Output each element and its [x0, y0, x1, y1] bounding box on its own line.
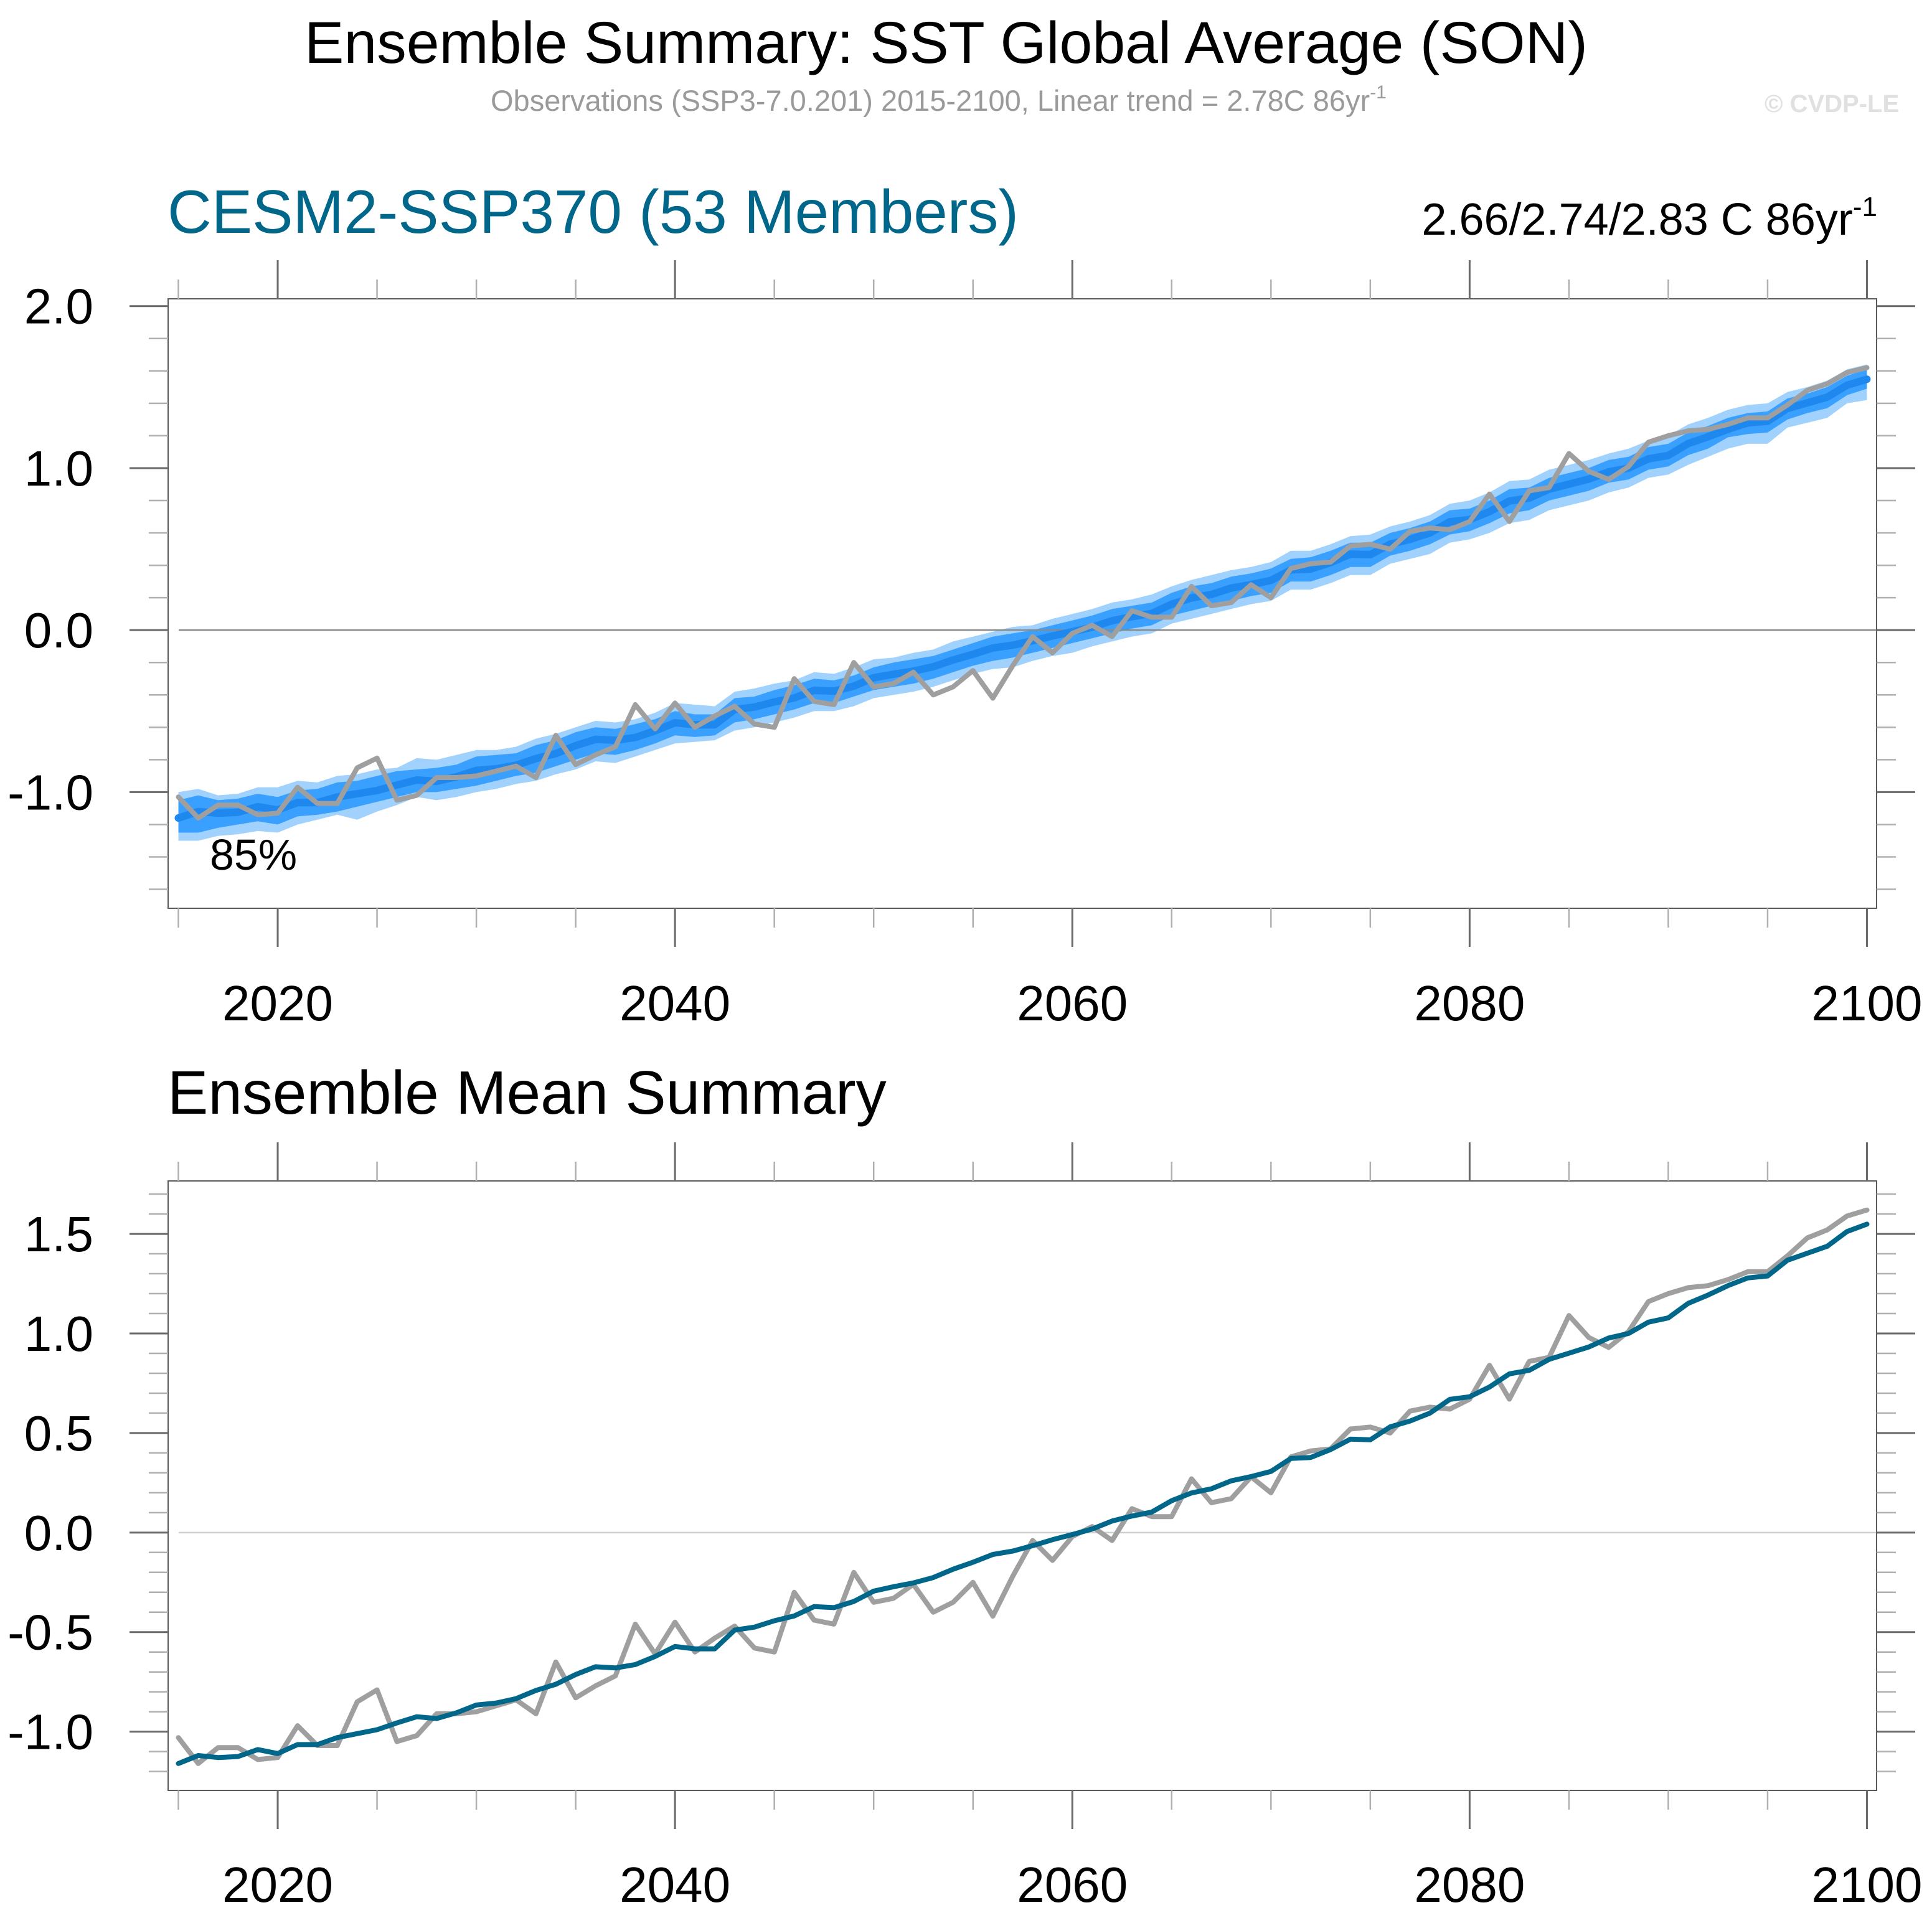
x-tick-label: 2080 — [1414, 1857, 1525, 1912]
axes: 2020 2040 2060 2080 2100 -1.0 -0.5 0.0 0.5 1.0 1.5 — [7, 1142, 1922, 1912]
x-tick-label: 2100 — [1812, 976, 1923, 1031]
y-tick-label: 1.0 — [24, 1306, 93, 1361]
figure-subtitle: Observations (SSP3-7.0.201) 2015-2100, L… — [491, 82, 1387, 117]
ensemble-mean-line — [176, 1221, 1870, 1766]
plot-series-group — [174, 364, 1877, 841]
y-tick-label: -0.5 — [7, 1605, 93, 1660]
x-tick-label: 2040 — [620, 1857, 730, 1912]
trend-label-superscript: -1 — [1853, 192, 1877, 222]
x-tick-label: 2020 — [222, 976, 333, 1031]
y-tick-label: -1.0 — [7, 764, 93, 820]
axes: 2020 2040 2060 2080 2100 -1.0 0.0 1.0 2.0 — [7, 260, 1922, 1031]
plot-frame — [167, 298, 1877, 909]
y-tick-label: 0.0 — [24, 1505, 93, 1561]
y-tick-label: 2.0 — [24, 279, 93, 334]
panel-ensemble-summary: CESM2-SSP370 (53 Members) 2.66/2.74/2.83… — [7, 177, 1922, 1031]
observations-line — [176, 365, 1870, 820]
panel-title: Ensemble Mean Summary — [167, 1058, 887, 1127]
y-tick-label: 0.5 — [24, 1406, 93, 1461]
outer-range-band — [178, 364, 1867, 841]
x-tick-label: 2020 — [222, 1857, 333, 1912]
figure-title: Ensemble Summary: SST Global Average (SO… — [304, 10, 1588, 76]
plot-series-group — [176, 1207, 1877, 1766]
figure-subtitle-superscript: -1 — [1370, 82, 1387, 103]
x-tick-label: 2060 — [1017, 1857, 1128, 1912]
x-tick-label: 2060 — [1017, 976, 1128, 1031]
figure-subtitle-main: Observations (SSP3-7.0.201) 2015-2100, L… — [491, 84, 1370, 117]
y-tick-label: 1.0 — [24, 441, 93, 496]
panel-ensemble-mean-summary: Ensemble Mean Summary 2020 2040 2060 2080 21… — [7, 1058, 1922, 1912]
y-tick-label: 1.5 — [24, 1206, 93, 1262]
percentile-annotation: 85% — [210, 830, 297, 879]
credit-label: © CVDP-LE — [1765, 90, 1899, 118]
x-tick-label: 2040 — [620, 976, 730, 1031]
plot-frame — [167, 1180, 1877, 1791]
trend-label-main: 2.66/2.74/2.83 C 86yr — [1421, 195, 1852, 245]
y-tick-label: -1.0 — [7, 1704, 93, 1760]
trend-label: 2.66/2.74/2.83 C 86yr-1 — [1421, 192, 1877, 245]
x-tick-label: 2080 — [1414, 976, 1525, 1031]
plot-area — [174, 364, 1877, 841]
x-tick-label: 2100 — [1812, 1857, 1923, 1912]
plot-area — [176, 1207, 1877, 1766]
y-tick-label: 0.0 — [24, 603, 93, 658]
panel-title: CESM2-SSP370 (53 Members) — [167, 177, 1019, 246]
